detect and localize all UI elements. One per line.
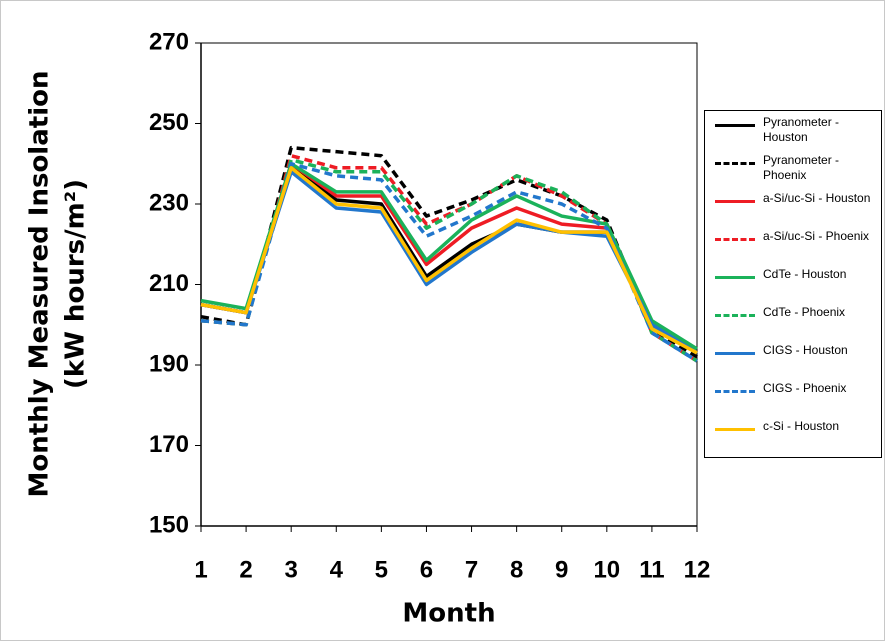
- legend-label: CdTe - Houston: [763, 267, 847, 281]
- legend-swatch: [715, 428, 755, 431]
- legend-swatch: [715, 352, 755, 355]
- legend-item: CIGS - Phoenix: [705, 381, 883, 417]
- plot-area: [200, 42, 698, 527]
- y-tick-label: 230: [149, 189, 189, 216]
- legend-label: a-Si/uc-Si - Phoenix: [763, 229, 870, 243]
- legend-swatch: [715, 390, 755, 393]
- x-axis-label: Month: [402, 599, 495, 629]
- legend-item: a-Si/uc-Si - Houston: [705, 191, 883, 227]
- legend-item: Pyranometer - Houston: [705, 115, 883, 151]
- x-tick-label: 2: [239, 556, 252, 583]
- y-axis-label: Monthly Measured Insolation (kW hours/m²…: [25, 71, 91, 498]
- legend-swatch: [715, 162, 755, 165]
- y-tick-label: 170: [149, 431, 189, 458]
- legend-item: CdTe - Houston: [705, 267, 883, 303]
- x-tick-label: 4: [330, 556, 344, 583]
- y-tick-label: 190: [149, 350, 189, 377]
- y-tick-label: 250: [149, 109, 189, 136]
- x-tick-label: 10: [593, 556, 620, 583]
- x-tick-label: 11: [639, 556, 664, 583]
- x-tick-label: 12: [684, 556, 711, 583]
- legend-item: a-Si/uc-Si - Phoenix: [705, 229, 883, 265]
- legend-item: c-Si - Houston: [705, 419, 883, 455]
- x-tick-label: 7: [465, 556, 478, 583]
- series-line: [200, 153, 698, 363]
- x-tick-label: 5: [375, 556, 388, 583]
- legend-label: CdTe - Phoenix: [763, 305, 846, 319]
- x-tick-label: 9: [555, 556, 568, 583]
- legend-label: CIGS - Phoenix: [763, 381, 847, 395]
- x-tick-label: 1: [194, 556, 207, 583]
- y-tick-label: 270: [149, 28, 189, 55]
- legend-label: c-Si - Houston: [763, 419, 840, 433]
- y-axis-label-line: (kW hours/m²): [61, 179, 91, 389]
- x-tick-label: 3: [285, 556, 298, 583]
- y-tick-label: 150: [149, 511, 189, 538]
- legend-label: Pyranometer - Houston: [763, 115, 840, 144]
- legend-item: CdTe - Phoenix: [705, 305, 883, 341]
- legend-item: CIGS - Houston: [705, 343, 883, 379]
- legend-swatch: [715, 238, 755, 241]
- y-axis-label-line: Monthly Measured Insolation: [25, 71, 55, 498]
- series-line: [200, 145, 698, 359]
- x-tick-label: 8: [510, 556, 523, 583]
- y-tick-label: 210: [149, 270, 189, 297]
- legend: Pyranometer - Houston Pyranometer - Phoen…: [704, 110, 882, 458]
- x-tick-label: 6: [420, 556, 433, 583]
- legend-swatch: [715, 200, 755, 203]
- legend-item: Pyranometer - Phoenix: [705, 153, 883, 189]
- legend-swatch: [715, 124, 755, 127]
- legend-swatch: [715, 276, 755, 279]
- series-line: [200, 166, 698, 355]
- legend-swatch: [715, 314, 755, 317]
- legend-label: CIGS - Houston: [763, 343, 848, 357]
- legend-label: Pyranometer - Phoenix: [763, 153, 840, 182]
- legend-label: a-Si/uc-Si - Houston: [763, 191, 871, 205]
- series-line: [200, 162, 698, 351]
